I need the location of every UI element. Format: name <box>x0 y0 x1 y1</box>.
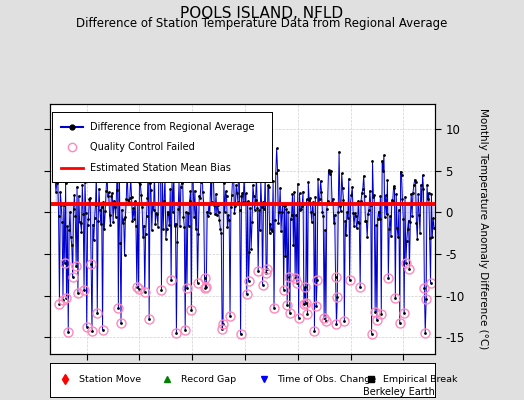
Text: Empirical Break: Empirical Break <box>383 375 457 384</box>
Text: Estimated Station Mean Bias: Estimated Station Mean Bias <box>90 163 231 173</box>
Text: Difference of Station Temperature Data from Regional Average: Difference of Station Temperature Data f… <box>77 17 447 30</box>
Text: Record Gap: Record Gap <box>181 375 236 384</box>
Text: Station Move: Station Move <box>79 375 141 384</box>
Text: Berkeley Earth: Berkeley Earth <box>363 387 435 397</box>
Text: POOLS ISLAND, NFLD: POOLS ISLAND, NFLD <box>180 6 344 21</box>
Text: Quality Control Failed: Quality Control Failed <box>90 142 194 152</box>
Text: Time of Obs. Change: Time of Obs. Change <box>277 375 376 384</box>
Text: Difference from Regional Average: Difference from Regional Average <box>90 122 254 132</box>
Y-axis label: Monthly Temperature Anomaly Difference (°C): Monthly Temperature Anomaly Difference (… <box>478 108 488 350</box>
